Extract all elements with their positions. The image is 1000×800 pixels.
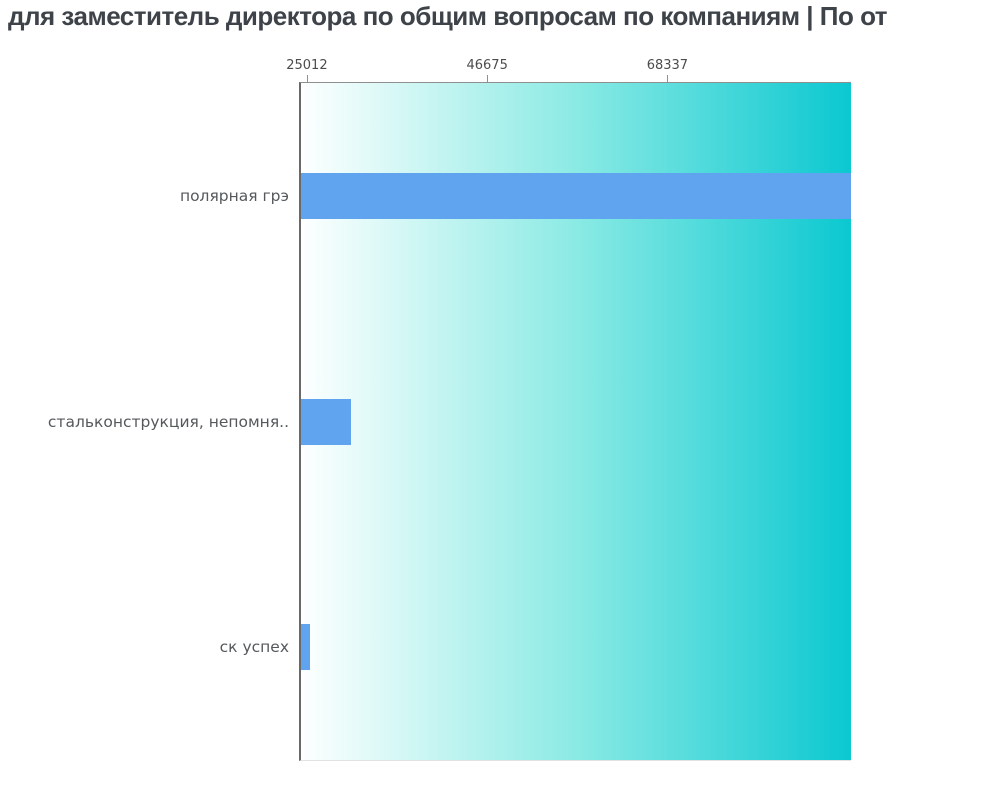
category-label: ск успех	[219, 638, 289, 657]
x-tick-mark	[667, 75, 669, 82]
x-tick-mark	[487, 75, 489, 82]
category-label: стальконструкция, непомня..	[47, 412, 289, 431]
chart-title: для заместитель директора по общим вопро…	[8, 1, 888, 31]
category-label: полярная грэ	[179, 186, 289, 205]
x-tick-label: 68337	[646, 58, 689, 73]
x-tick-label: 46675	[466, 58, 508, 73]
plot-area	[299, 82, 851, 761]
x-tick-label: 25012	[286, 58, 328, 73]
x-tick-mark	[306, 75, 308, 82]
